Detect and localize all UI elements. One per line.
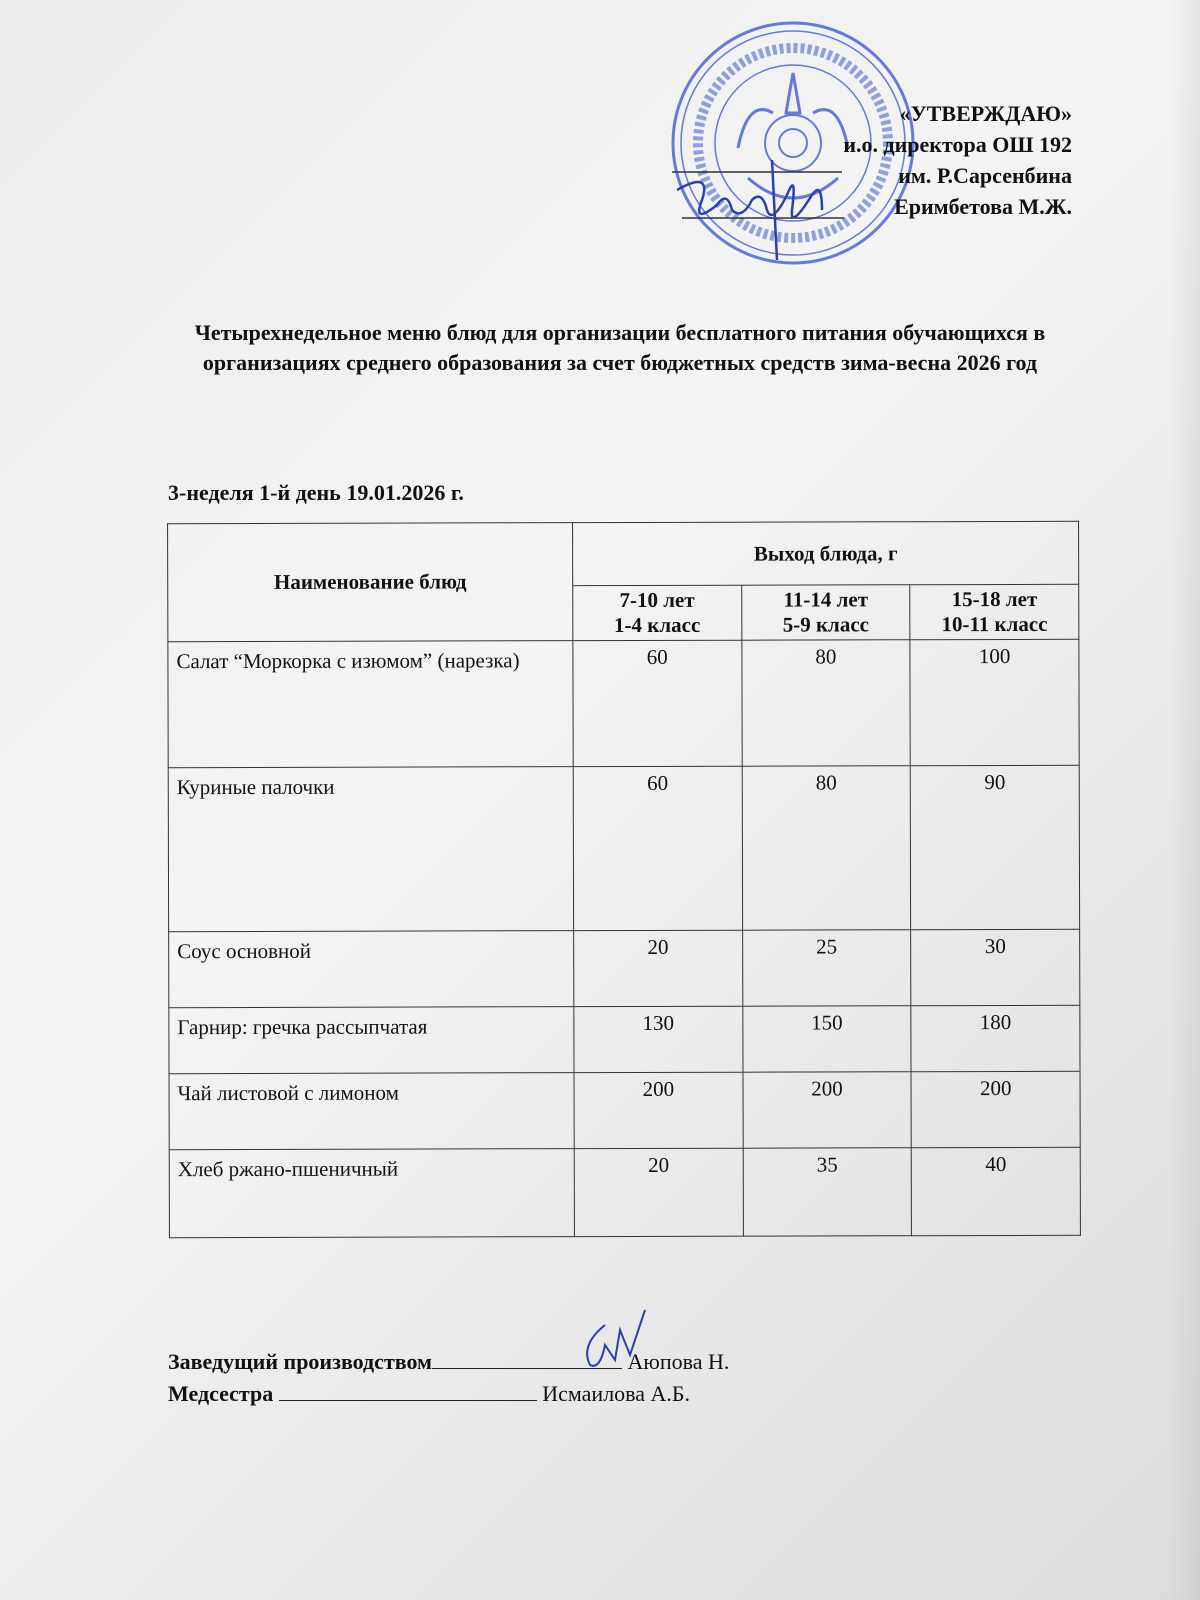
grade-label: 5-9 класс xyxy=(782,612,869,637)
approval-name: Еримбетова М.Ж. xyxy=(894,194,1072,219)
dish-name: Чай листовой с лимоном xyxy=(169,1072,575,1150)
table-row: Хлеб ржано-пшеничный 20 35 40 xyxy=(169,1147,1081,1238)
yield-value: 130 xyxy=(573,1006,743,1073)
age-label: 11-14 лет xyxy=(783,587,869,612)
official-stamp xyxy=(671,21,915,265)
yield-header: Выход блюда, г xyxy=(572,521,1079,586)
yield-value: 25 xyxy=(742,929,912,1007)
yield-value: 60 xyxy=(572,640,742,767)
menu-table: Наименование блюд Выход блюда, г 7-10 ле… xyxy=(167,521,1081,1238)
table-row: Гарнир: гречка рассыпчатая 130 150 180 xyxy=(168,1005,1081,1074)
yield-value: 200 xyxy=(911,1071,1081,1148)
table-row: Чай листовой с лимоном 200 200 200 xyxy=(169,1071,1081,1150)
approval-school: им. Р.Сарсенбина xyxy=(898,163,1072,188)
age-group-header: 15-18 лет 10-11 класс xyxy=(910,584,1079,640)
table-row: Соус основной 20 25 30 xyxy=(168,929,1080,1008)
production-name: Аюпова Н. xyxy=(627,1349,730,1374)
age-group-header: 7-10 лет 1-4 класс xyxy=(572,585,742,641)
nurse-signature-line: Медсестра Исмаилова А.Б. xyxy=(168,1378,729,1410)
grade-label: 1-4 класс xyxy=(613,612,701,638)
dish-name: Куриные палочки xyxy=(168,766,574,932)
dish-name-header: Наименование блюд xyxy=(167,522,573,642)
yield-value: 20 xyxy=(574,1148,744,1237)
yield-value: 40 xyxy=(911,1147,1081,1236)
yield-value: 150 xyxy=(742,1005,912,1073)
production-manager-signature xyxy=(586,1309,646,1367)
yield-value: 100 xyxy=(910,639,1080,766)
age-group-header: 11-14 лет 5-9 класс xyxy=(741,584,911,641)
yield-value: 200 xyxy=(574,1072,743,1149)
yield-value: 80 xyxy=(741,639,911,767)
document-title: Четырехнедельное меню блюд для организац… xyxy=(194,320,1046,375)
age-label: 7-10 лет xyxy=(619,587,695,613)
approval-position: и.о. директора ОШ 192 xyxy=(843,132,1072,157)
nurse-role: Медсестра xyxy=(168,1381,274,1406)
signature-line xyxy=(278,1378,537,1401)
dish-name: Салат “Моркорка с изюмом” (нарезка) xyxy=(167,640,574,768)
yield-value: 180 xyxy=(911,1005,1081,1072)
signatures-block: Заведущий производством Аюпова Н. Медсес… xyxy=(168,1346,729,1410)
age-label: 15-18 лет xyxy=(951,586,1038,612)
dish-name: Гарнир: гречка рассыпчатая xyxy=(168,1006,575,1074)
approval-heading: «УТВЕРЖДАЮ» xyxy=(899,101,1072,126)
paper-shadow xyxy=(1170,0,1200,1600)
table-row: Куриные палочки 60 80 90 xyxy=(168,765,1080,932)
day-label: 3-неделя 1-й день 19.01.2026 г. xyxy=(168,480,464,505)
table-row: Салат “Моркорка с изюмом” (нарезка) 60 8… xyxy=(167,639,1080,768)
yield-value: 35 xyxy=(742,1147,912,1237)
director-signature xyxy=(672,159,844,261)
production-signature-line: Заведущий производством Аюпова Н. xyxy=(168,1346,729,1378)
yield-value: 30 xyxy=(910,929,1080,1006)
signature-line xyxy=(432,1346,623,1369)
nurse-name: Исмаилова А.Б. xyxy=(542,1381,691,1406)
yield-value: 60 xyxy=(573,766,743,931)
yield-value: 20 xyxy=(573,930,743,1007)
dish-name: Соус основной xyxy=(168,930,574,1008)
dish-name: Хлеб ржано-пшеничный xyxy=(169,1148,575,1238)
yield-value: 80 xyxy=(741,765,911,931)
grade-label: 10-11 класс xyxy=(941,611,1048,637)
table-header-row: Наименование блюд Выход блюда, г xyxy=(167,521,1079,642)
yield-value: 90 xyxy=(910,765,1080,930)
production-role: Заведущий производством xyxy=(168,1349,433,1374)
yield-value: 200 xyxy=(742,1071,912,1149)
approval-block: «УТВЕРЖДАЮ» и.о. директора ОШ 192 им. Р.… xyxy=(843,98,1072,222)
